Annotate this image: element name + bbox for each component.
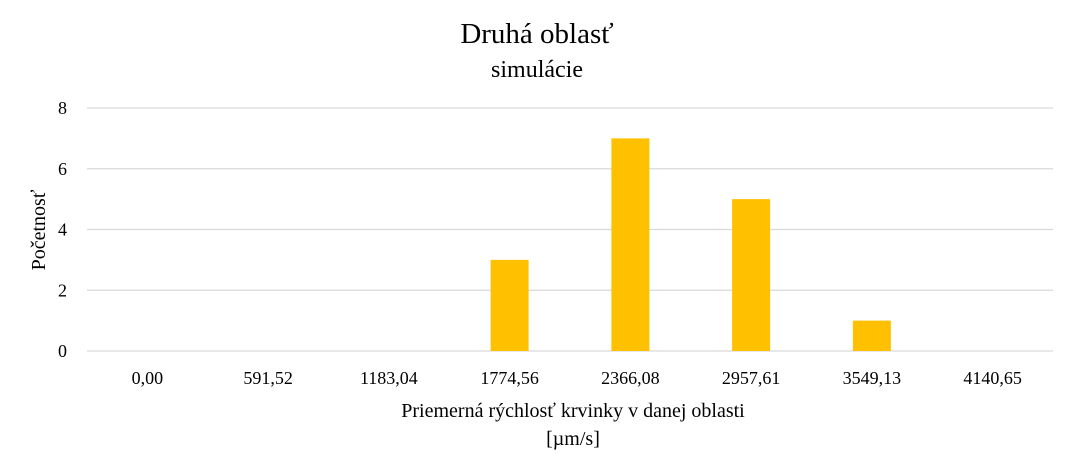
y-tick-label: 8	[58, 98, 67, 118]
x-tick-label: 1183,04	[360, 368, 418, 388]
x-tick-label: 2957,61	[722, 368, 781, 388]
x-tick-label: 0,00	[132, 368, 164, 388]
chart-subtitle: simulácie	[491, 57, 583, 83]
bar-6	[852, 320, 891, 351]
y-tick-label: 2	[58, 280, 67, 300]
x-tick-label: 591,52	[243, 368, 293, 388]
y-axis-label: Početnosť	[28, 189, 50, 270]
x-axis-label: Priemerná rýchlosť krvinky v danej oblas…	[401, 400, 745, 422]
bar-5	[732, 199, 771, 351]
bars	[490, 138, 891, 351]
x-axis-unit: [µm/s]	[546, 428, 600, 450]
bar-3	[490, 259, 529, 351]
x-tick-label: 3549,13	[843, 368, 902, 388]
y-tick-label: 0	[58, 341, 67, 361]
y-tick-label: 4	[58, 220, 67, 240]
gridlines	[87, 107, 1053, 352]
x-tick-label: 4140,65	[963, 368, 1022, 388]
x-tick-label: 2366,08	[601, 368, 660, 388]
x-axis-ticks: 0,00 591,52 1183,04 1774,56 2366,08 2957,61 35…	[132, 368, 1022, 388]
y-tick-label: 6	[58, 159, 67, 179]
bar-4	[611, 138, 650, 351]
y-axis-ticks: 0 2 4 6 8	[58, 98, 67, 361]
chart-title: Druhá oblasť	[460, 18, 613, 50]
x-tick-label: 1774,56	[480, 368, 539, 388]
